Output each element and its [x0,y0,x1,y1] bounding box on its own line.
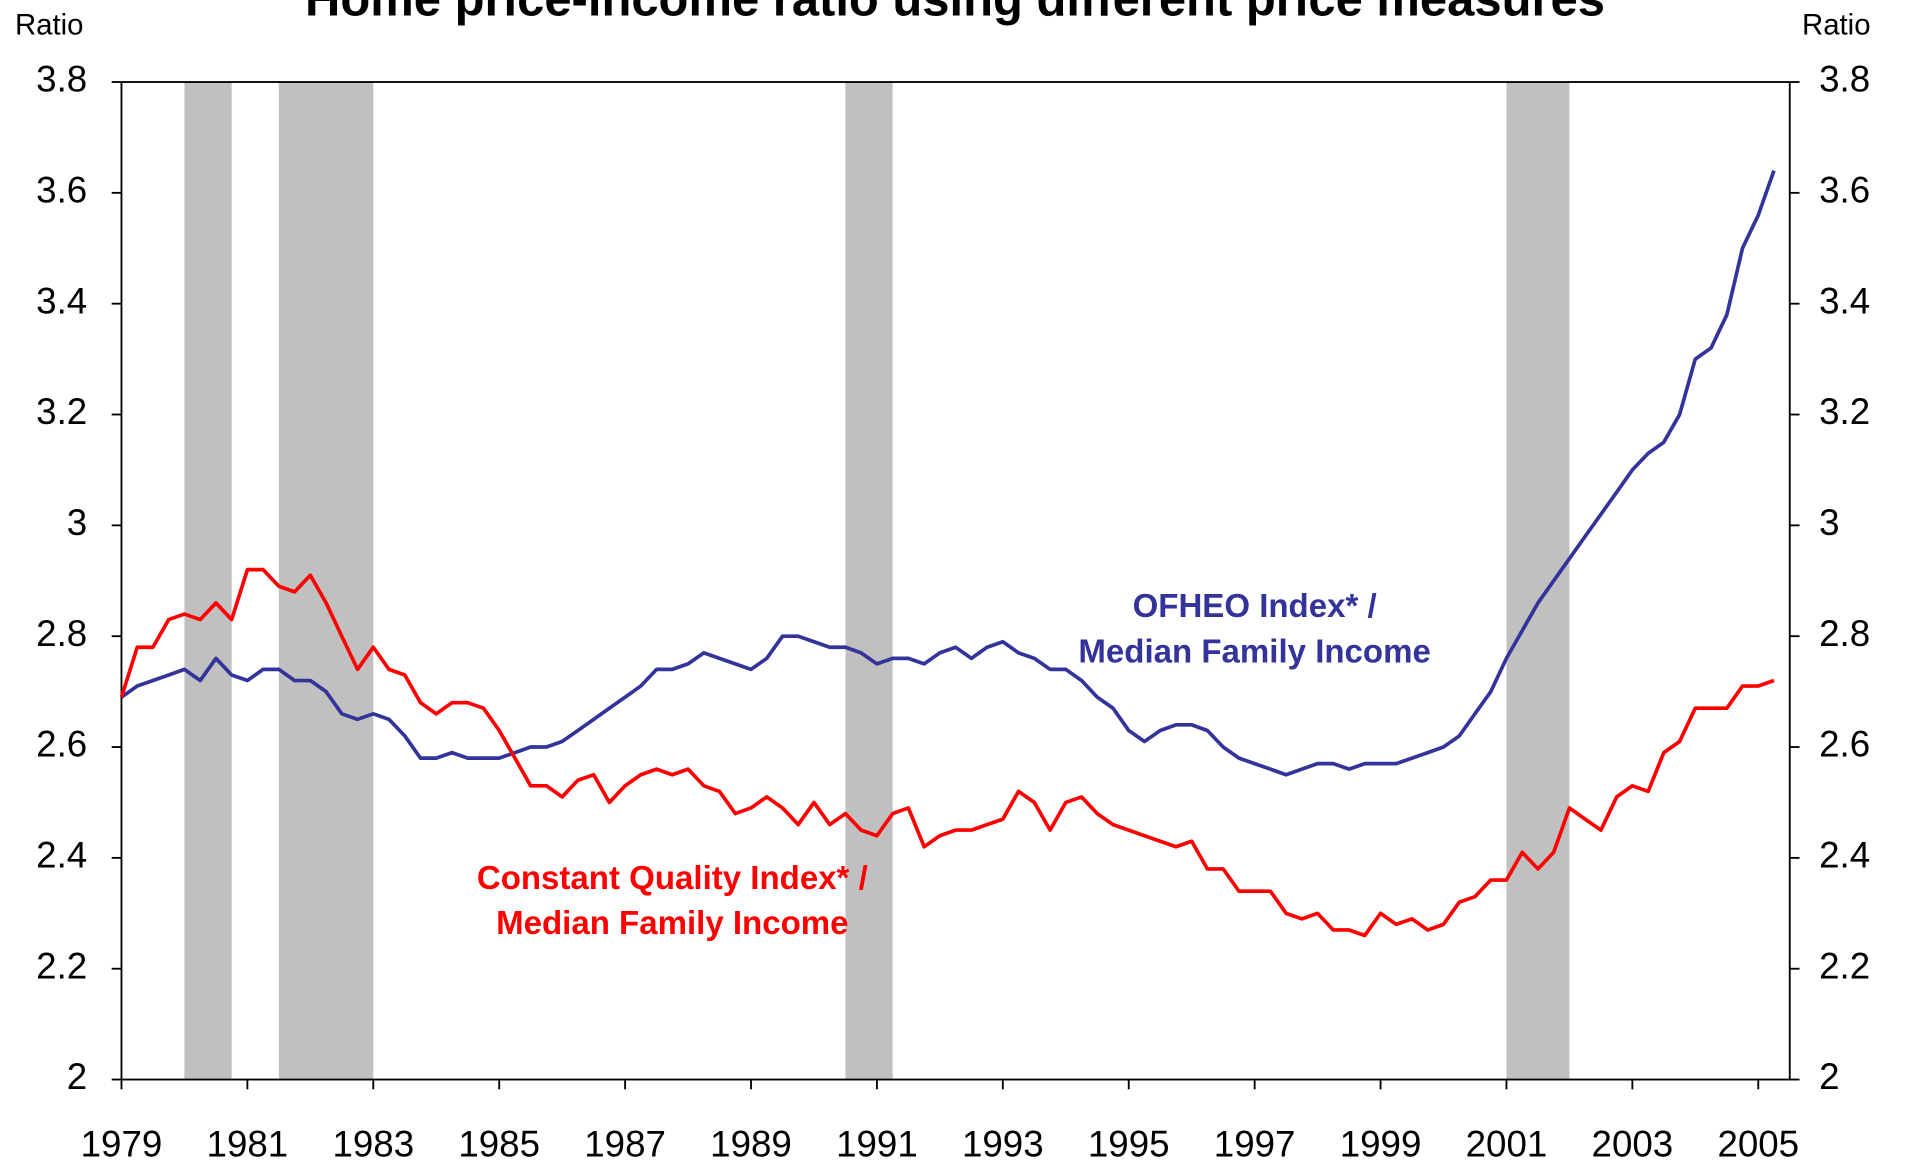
x-tick-label: 1999 [1340,1124,1422,1164]
x-tick-label: 2001 [1466,1124,1548,1164]
x-tick-label: 1995 [1088,1124,1170,1164]
series-line [120,170,1776,777]
y2-tick-label: 2.6 [1819,724,1870,765]
y2-tick-label: 2.4 [1819,835,1870,876]
y-tick-label: 2.8 [36,613,87,654]
x-tick-label: 1983 [332,1124,414,1164]
y-tick-label: 2.4 [36,835,87,876]
y-tick-label: 2 [67,1056,87,1097]
annotation: Median Family Income [496,905,848,942]
y2-tick-label: 3.6 [1819,170,1870,211]
recession-band [1506,82,1570,1080]
y2-tick-label: 3.2 [1819,391,1870,432]
y2-tick-label: 2 [1819,1056,1839,1097]
x-tick-label: 1993 [962,1124,1044,1164]
series-line [119,567,1775,938]
x-tick-label: 1981 [207,1124,289,1164]
annotation: Median Family Income [1078,634,1430,671]
y-tick-label: 3.8 [36,59,87,100]
y2-tick-label: 3 [1819,502,1839,543]
x-tick-label: 1979 [81,1124,163,1164]
y2-axis-label: Ratio [1802,9,1871,42]
chart-title: Home price-income ratio using different … [305,0,1605,26]
x-tick-label: 1987 [584,1124,666,1164]
annotation: OFHEO Index* / [1133,588,1377,625]
x-tick-label: 1991 [836,1124,918,1164]
x-tick-label: 1989 [710,1124,792,1164]
y2-tick-label: 2.8 [1819,613,1870,654]
y-tick-label: 2.2 [36,945,87,986]
recession-band [184,82,232,1080]
x-tick-label: 2003 [1592,1124,1674,1164]
x-tick-label: 1985 [458,1124,540,1164]
y2-tick-label: 2.2 [1819,945,1870,986]
y2-tick-label: 3.8 [1819,59,1870,100]
x-tick-label: 2005 [1717,1124,1799,1164]
y-tick-label: 3.2 [36,391,87,432]
annotation: Constant Quality Index* / [477,860,868,897]
x-tick-label: 1997 [1214,1124,1296,1164]
y-axis-label: Ratio [15,9,84,42]
y-tick-label: 3.4 [36,280,87,321]
y2-tick-label: 3.4 [1819,280,1870,321]
recession-band [278,82,374,1080]
plot-frame [120,81,1791,1081]
recession-band [845,82,893,1080]
y-tick-label: 3.6 [36,170,87,211]
y-tick-label: 2.6 [36,724,87,765]
y-tick-label: 3 [67,502,87,543]
